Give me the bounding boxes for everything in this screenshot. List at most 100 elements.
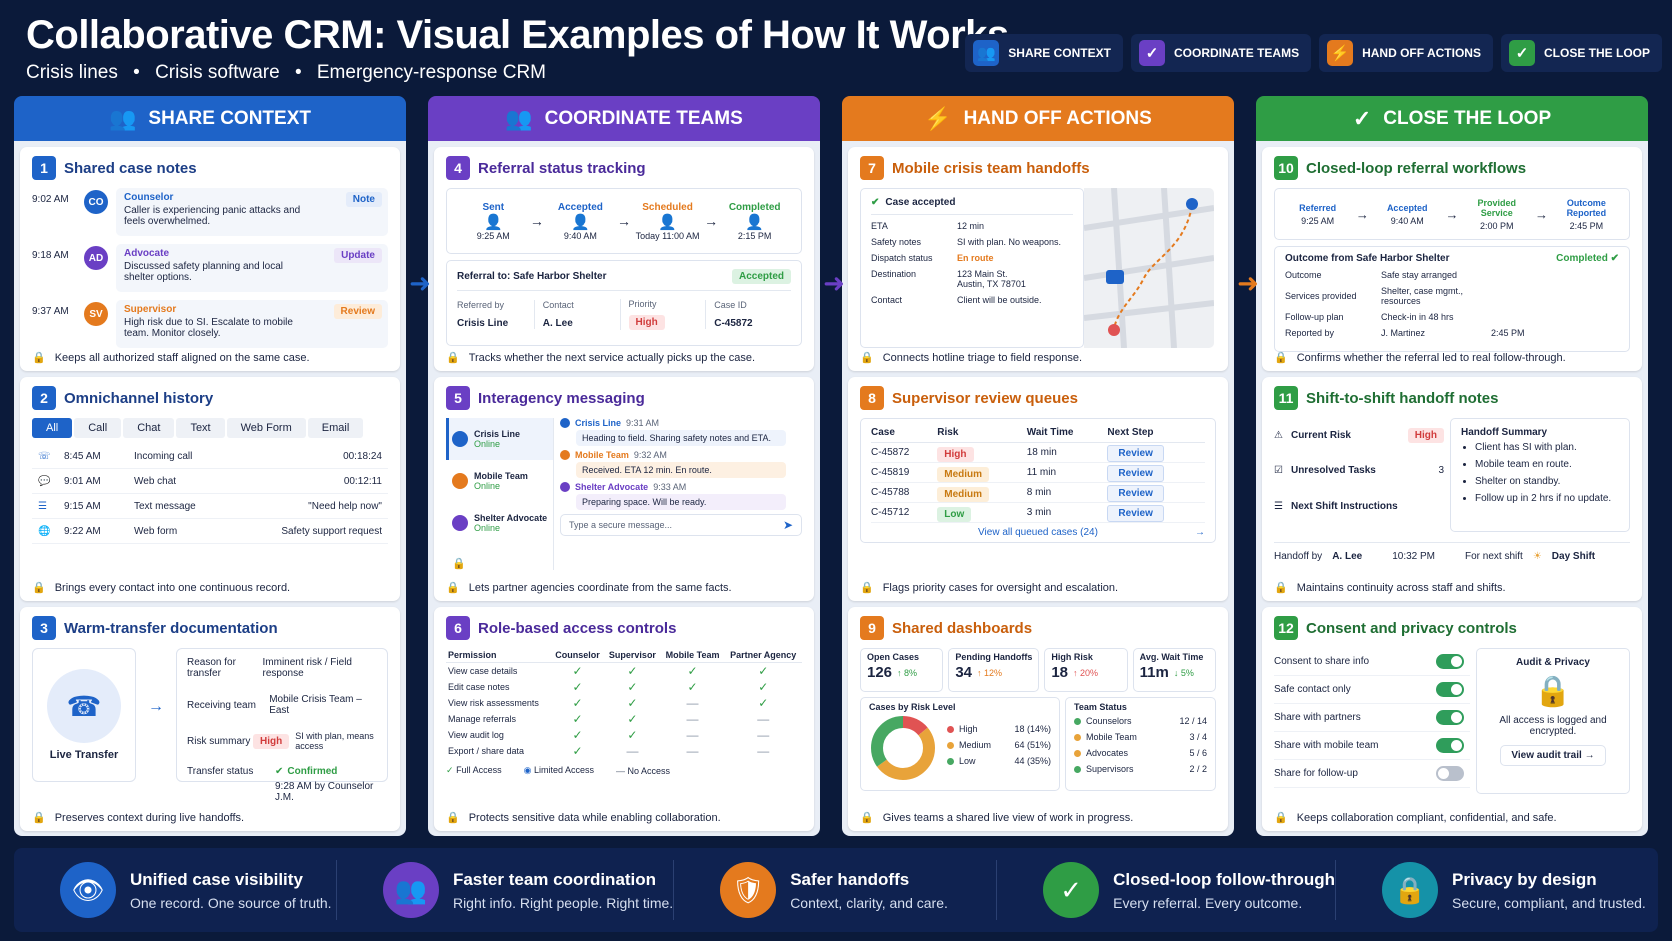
arrow-right-icon: →	[1535, 206, 1549, 222]
check-icon: ✓	[627, 680, 638, 694]
contact-avatar-icon	[452, 515, 468, 531]
legend: 👥 SHARE CONTEXT ✓ COORDINATE TEAMS ⚡ HAND O…	[965, 34, 1662, 72]
channel-icon: ☰	[38, 500, 47, 512]
live-transfer-label: Live Transfer	[49, 749, 119, 761]
consent-row: Safe contact only	[1274, 676, 1470, 704]
column-title: SHARE CONTEXT	[148, 107, 311, 129]
legend-label: COORDINATE TEAMS	[1173, 46, 1300, 60]
current-risk-label: Current Risk	[1290, 429, 1351, 441]
tab-web-form[interactable]: Web Form	[226, 418, 306, 438]
risk-level-label: Medium	[959, 740, 992, 750]
kpi-delta: ↑ 12%	[977, 667, 1003, 678]
card-footer: Flags priority cases for oversight and e…	[882, 581, 1119, 594]
card-referral-status: 4 Referral status tracking Sent 👤 9:25 AM → A…	[434, 147, 814, 371]
referral-step: Scheduled 👤 Today 11:00 AM	[632, 202, 704, 241]
send-icon[interactable]: ➤	[782, 518, 793, 532]
check-icon: ✓	[446, 765, 454, 775]
referral-step: Accepted 👤 9:40 AM	[544, 202, 616, 241]
unresolved-count: 3	[1438, 464, 1444, 476]
view-all-link[interactable]: View all queued cases (24) →	[871, 527, 1205, 538]
step-time: 2:00 PM	[1480, 220, 1514, 231]
subtitle-item: Emergency-response CRM	[316, 62, 547, 83]
benefit-text: Faster team coordination Right info. Righ…	[453, 870, 673, 911]
message-input[interactable]: Type a secure message... ➤	[560, 514, 802, 536]
kpi-value: 34	[955, 664, 973, 681]
field-label: Risk summary	[187, 735, 251, 747]
history-type: Text message	[134, 500, 196, 512]
location-pin-icon	[1108, 324, 1120, 336]
consent-toggle[interactable]	[1436, 766, 1464, 781]
referral-step: Completed 👤 2:15 PM	[719, 202, 791, 241]
field-time: 2:45 PM	[1491, 328, 1525, 338]
risk-level-title: Cases by Risk Level	[869, 702, 956, 712]
channel-icon: 🌐	[38, 525, 51, 537]
risk-level-label: Low	[959, 756, 976, 766]
status-dot-icon	[1074, 717, 1081, 725]
dash-icon: —	[757, 744, 770, 758]
kpi-value-row: 34 ↑ 12%	[955, 664, 1032, 681]
table-row: Manage referrals ✓ ✓ — —	[446, 711, 802, 727]
tab-chat[interactable]: Chat	[123, 418, 175, 438]
consent-toggle[interactable]	[1436, 738, 1464, 753]
wait-time: 18 min	[1026, 442, 1108, 463]
dash-icon: —	[686, 744, 699, 758]
review-button[interactable]: Review	[1107, 505, 1164, 522]
card-consent-privacy: 12 Consent and privacy controls Consent t…	[1262, 607, 1642, 831]
risk-level-panel: Cases by Risk Level High 18 (14%) Medium 64…	[860, 697, 1060, 791]
review-button[interactable]: Review	[1107, 445, 1164, 462]
card-mobile-handoffs: 7 Mobile crisis team handoffs ✔ Case accep…	[848, 147, 1228, 371]
lock-icon: 🔒	[860, 582, 874, 594]
legend-share-context: 👥 SHARE CONTEXT	[965, 34, 1123, 72]
risk-badge: Medium	[937, 466, 990, 482]
tab-text[interactable]: Text	[176, 418, 225, 438]
note-role: Supervisor	[124, 304, 177, 315]
risk-badge: Medium	[937, 486, 990, 502]
history-row: 🌐 9:22 AM Web form Safety support request	[32, 519, 388, 544]
step-label: Accepted	[557, 201, 603, 213]
note-text: High risk due to SI. Escalate to mobile …	[124, 317, 293, 339]
handoff-time: 10:32 PM	[1392, 551, 1436, 562]
note-body: Counselor Caller is experiencing panic at…	[116, 188, 388, 236]
kpi-value-row: 11m ↓ 5%	[1140, 664, 1209, 681]
review-button[interactable]: Review	[1107, 465, 1164, 482]
table-row: Export / share data ✓ — — —	[446, 743, 802, 759]
lock-icon: 🔒	[860, 812, 874, 824]
field-value: Crisis Line	[457, 318, 509, 329]
route-map[interactable]	[1084, 188, 1214, 348]
team-name: Mobile Team	[1086, 732, 1137, 742]
header: Collaborative CRM: Visual Examples of Ho…	[26, 10, 1009, 84]
for-next-label: For next shift	[1465, 551, 1523, 562]
team-name: Advocates	[1086, 748, 1129, 758]
kpi-row: Open Cases 126 ↑ 8% Pending Handoffs 34 ↑ 12%…	[860, 648, 1216, 692]
channel-tabs: All Call Chat Text Web Form Email	[32, 418, 388, 438]
contact-status: Online	[474, 439, 501, 449]
lock-icon: 🔒	[446, 582, 460, 594]
consent-toggle[interactable]	[1436, 682, 1464, 697]
destination-pin-icon	[1186, 198, 1198, 210]
check-icon: ✓	[572, 712, 583, 726]
kpi-delta: ↑ 8%	[897, 667, 918, 678]
tab-all[interactable]: All	[32, 418, 73, 438]
status-dot-icon	[1074, 749, 1081, 757]
field-value: A. Lee	[542, 318, 573, 329]
history-time: 8:45 AM	[64, 450, 101, 462]
card-footer: Keeps all authorized staff aligned on th…	[54, 351, 310, 364]
tab-call[interactable]: Call	[74, 418, 122, 438]
contact-status: Online	[474, 523, 501, 533]
card-title: Supervisor review queues	[892, 389, 1078, 407]
consent-toggles: Consent to share info Safe contact only Sh…	[1274, 648, 1470, 788]
card-footer: Connects hotline triage to field respons…	[882, 351, 1083, 364]
consent-toggle[interactable]	[1436, 654, 1464, 669]
next-step-cell: Review	[1107, 462, 1205, 483]
tab-email[interactable]: Email	[307, 418, 364, 438]
column-share-context: 👥 SHARE CONTEXT 1 Shared case notes 9:02 A…	[14, 96, 406, 836]
field-label: Services provided	[1285, 291, 1357, 301]
view-audit-trail-button[interactable]: View audit trail →	[1500, 745, 1606, 766]
case-id: C-45788	[871, 482, 938, 503]
view-all-label[interactable]: View all queued cases (24)	[978, 527, 1098, 538]
consent-row: Share for follow-up	[1274, 760, 1470, 788]
review-button[interactable]: Review	[1107, 485, 1164, 502]
legend-none: No Access	[627, 765, 671, 776]
card-closed-loop-referrals: 10 Closed-loop referral workflows Referre…	[1262, 147, 1642, 371]
consent-toggle[interactable]	[1436, 710, 1464, 725]
